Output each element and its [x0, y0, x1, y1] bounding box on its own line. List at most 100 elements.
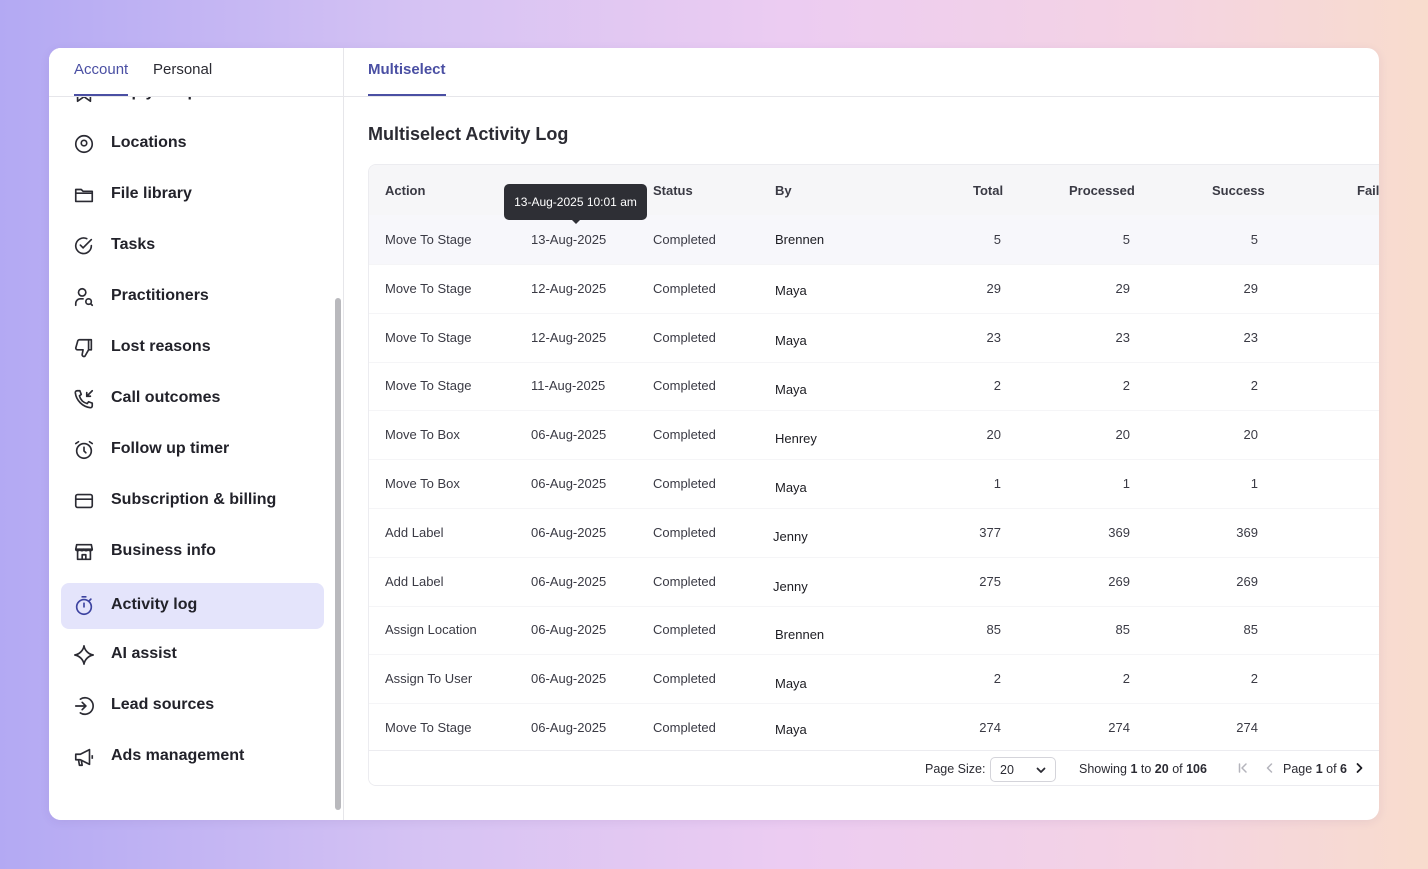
showing-to: 20	[1154, 762, 1169, 776]
sidebar-item-follow-up-timer[interactable]: Follow up timer	[61, 427, 324, 473]
table-row[interactable]: Move To Box 06-Aug-2025 Completed Maya 1 1 1	[369, 459, 1379, 509]
sidebar-item-subscription-billing[interactable]: Subscription & billing	[61, 478, 324, 524]
column-header-by[interactable]: By	[775, 183, 792, 198]
column-header-total[interactable]: Total	[973, 183, 1004, 198]
table-row[interactable]: Move To Stage 06-Aug-2025 Completed Maya 274…	[369, 703, 1379, 753]
cell-total: 23	[986, 329, 1001, 345]
cell-total: 2	[993, 671, 1001, 687]
cell-processed: 20	[1115, 427, 1130, 443]
cell-status: Completed	[653, 622, 716, 638]
tab-multiselect[interactable]: Multiselect	[368, 61, 446, 96]
sidebar-item-file-library[interactable]: File library	[61, 172, 324, 218]
cell-action: Move To Stage	[385, 378, 472, 394]
sidebar-item-business-info[interactable]: Business info	[61, 529, 324, 575]
cell-by: Maya	[775, 332, 807, 348]
main-tabs: Multiselect	[344, 48, 1379, 97]
cell-date: 06-Aug-2025	[531, 671, 607, 687]
table-row[interactable]: Assign To User 06-Aug-2025 Completed Maya 2 2…	[369, 654, 1379, 705]
cell-success: 2	[1250, 378, 1258, 394]
cell-total: 5	[993, 232, 1001, 247]
table-row[interactable]: Move To Stage 12-Aug-2025 Completed Maya 29 2…	[369, 264, 1379, 314]
column-header-status[interactable]: Status	[653, 183, 693, 198]
cell-status: Completed	[653, 573, 716, 589]
first-page-icon[interactable]	[1236, 761, 1250, 775]
page-size-label: Page Size:	[925, 762, 986, 776]
cell-total: 275	[979, 573, 1001, 589]
column-header-success[interactable]: Success	[1212, 183, 1265, 198]
sidebar-item-locations[interactable]: Locations	[61, 121, 324, 167]
activity-log-table: Action Status By Total Processed Success…	[368, 164, 1379, 786]
previous-page-icon[interactable]	[1263, 761, 1277, 775]
sidebar-item-ai-assist[interactable]: AI assist	[61, 632, 324, 678]
next-page-icon[interactable]	[1352, 761, 1366, 775]
cell-total: 20	[986, 427, 1001, 443]
sidebar-item-call-outcomes[interactable]: Call outcomes	[61, 376, 324, 422]
table-row[interactable]: Move To Stage 11-Aug-2025 Completed Maya 2 2 2	[369, 361, 1379, 412]
page-size-select[interactable]: 20	[990, 757, 1056, 782]
cell-status: Completed	[653, 524, 716, 540]
sidebar-item-activity-log[interactable]: Activity log	[61, 583, 324, 629]
sidebar-item-tasks[interactable]: Tasks	[61, 223, 324, 269]
column-header-fail[interactable]: Fail	[1357, 183, 1379, 198]
cell-action: Assign To User	[385, 671, 473, 687]
page-title: Multiselect Activity Log	[368, 124, 569, 144]
table-row[interactable]: Move To Stage 13-Aug-2025 Completed Brennen…	[369, 215, 1379, 265]
cell-date: 06-Aug-2025	[531, 476, 607, 491]
cell-by: Maya	[775, 382, 807, 398]
tab-account[interactable]: Account	[74, 61, 129, 96]
cell-success: 23	[1243, 329, 1258, 345]
sidebar-item-label: Business info	[111, 542, 216, 559]
cell-by: Maya	[775, 282, 807, 298]
cell-status: Completed	[653, 427, 716, 443]
cell-by: Maya	[775, 480, 807, 495]
table-row[interactable]: Add Label 06-Aug-2025 Completed Jenny 275 269…	[369, 557, 1379, 607]
sidebar-item-lead-sources[interactable]: Lead sources	[61, 683, 324, 729]
cell-success: 29	[1243, 280, 1258, 296]
table-row[interactable]: Move To Stage 12-Aug-2025 Completed Maya 23 2…	[369, 313, 1379, 363]
cell-success: 369	[1236, 524, 1258, 540]
cell-processed: 369	[1108, 524, 1130, 540]
sidebar-scrollbar[interactable]	[335, 298, 341, 810]
cell-status: Completed	[653, 476, 716, 491]
page-indicator: Page 1 of 6	[1283, 762, 1347, 776]
table-row[interactable]: Assign Location 06-Aug-2025 Completed Brenn…	[369, 605, 1379, 656]
cell-date: 06-Aug-2025	[531, 524, 607, 540]
column-header-action[interactable]: Action	[385, 183, 426, 198]
cell-success: 269	[1236, 573, 1258, 589]
page-size-value: 20	[1000, 763, 1014, 777]
megaphone-icon	[73, 746, 95, 768]
cell-date: 13-Aug-2025	[531, 232, 607, 247]
cell-date: 06-Aug-2025	[531, 573, 607, 589]
sidebar-item-lost-reasons[interactable]: Lost reasons	[61, 325, 324, 371]
showing-range: Showing 1 to 20 of 106	[1079, 762, 1207, 776]
cell-status: Completed	[653, 232, 716, 247]
stopwatch-icon	[73, 595, 95, 617]
settings-sidebar: Reply templates Locations File library T…	[49, 48, 344, 820]
tab-personal[interactable]: Personal	[153, 61, 213, 78]
cell-processed: 2	[1122, 378, 1130, 394]
cell-total: 29	[986, 280, 1001, 296]
cell-processed: 269	[1108, 573, 1130, 589]
cell-processed: 1	[1122, 476, 1130, 491]
sidebar-item-label: Lead sources	[111, 696, 215, 713]
sidebar-item-ads-management[interactable]: Ads management	[61, 734, 324, 780]
table-row[interactable]: Add Label 06-Aug-2025 Completed Jenny 377 369…	[369, 508, 1379, 558]
sidebar-item-practitioners[interactable]: Practitioners	[61, 274, 324, 320]
sparkle-icon	[73, 644, 95, 666]
sidebar-item-label: Practitioners	[111, 287, 209, 304]
cell-action: Move To Stage	[385, 232, 472, 247]
cell-status: Completed	[653, 720, 716, 735]
page-word: Page	[1283, 762, 1313, 776]
sidebar-item-label: Lost reasons	[111, 338, 211, 355]
table-row[interactable]: Move To Box 06-Aug-2025 Completed Henrey 20 2…	[369, 410, 1379, 461]
main-panel: Multiselect Multiselect Activity Log Act…	[344, 48, 1379, 820]
cell-status: Completed	[653, 280, 716, 296]
thumbs-down-icon	[73, 337, 95, 359]
column-header-processed[interactable]: Processed	[1069, 183, 1135, 198]
showing-from: 1	[1130, 762, 1138, 776]
cell-total: 274	[979, 720, 1001, 735]
sign-in-icon	[73, 695, 95, 717]
sidebar-item-label: Call outcomes	[111, 389, 221, 406]
cell-action: Move To Stage	[385, 329, 472, 345]
cell-action: Add Label	[385, 573, 444, 589]
